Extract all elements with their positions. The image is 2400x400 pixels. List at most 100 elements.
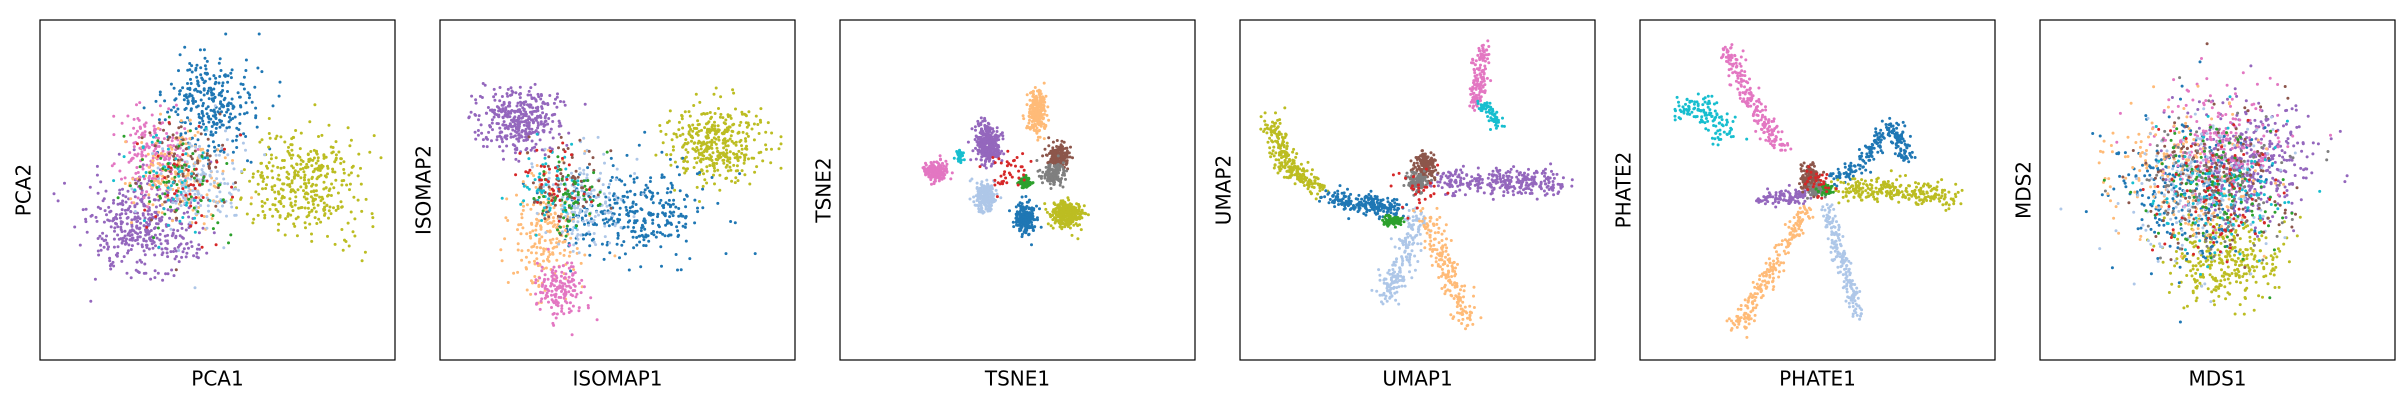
scatter-point xyxy=(715,162,719,165)
scatter-point xyxy=(1025,126,1029,130)
scatter-point xyxy=(172,154,176,158)
scatter-point xyxy=(189,82,193,85)
scatter-point xyxy=(546,122,550,126)
panel-2-frame xyxy=(439,19,796,361)
scatter-point xyxy=(96,205,100,209)
scatter-point xyxy=(364,197,368,201)
scatter-point xyxy=(194,212,198,216)
scatter-point xyxy=(633,219,637,223)
scatter-point xyxy=(584,200,588,204)
scatter-point xyxy=(566,173,570,177)
scatter-point xyxy=(182,247,186,251)
scatter-point xyxy=(322,153,326,157)
scatter-point xyxy=(553,223,557,227)
scatter-point xyxy=(571,249,575,253)
scatter-point xyxy=(205,179,209,183)
scatter-point xyxy=(145,163,149,167)
scatter-point xyxy=(479,123,483,127)
scatter-point xyxy=(484,136,488,140)
scatter-point xyxy=(200,155,204,158)
scatter-point xyxy=(171,180,175,184)
scatter-point xyxy=(259,175,263,179)
scatter-point xyxy=(174,157,178,161)
scatter-point xyxy=(194,100,198,103)
scatter-point xyxy=(583,184,587,188)
scatter-point xyxy=(575,235,579,239)
scatter-point xyxy=(644,194,648,198)
scatter-point xyxy=(245,212,249,216)
scatter-point xyxy=(125,241,128,245)
scatter-point xyxy=(748,182,752,186)
scatter-point xyxy=(620,179,624,183)
scatter-point xyxy=(286,212,290,216)
scatter-point xyxy=(175,183,179,187)
scatter-point xyxy=(609,206,613,210)
scatter-point xyxy=(334,156,338,160)
scatter-point xyxy=(78,243,82,247)
scatter-point xyxy=(570,156,574,159)
scatter-point xyxy=(222,98,226,102)
scatter-point xyxy=(696,206,699,210)
scatter-point xyxy=(556,223,560,227)
scatter-point xyxy=(575,292,579,296)
scatter-point xyxy=(177,249,181,252)
scatter-point xyxy=(281,182,285,186)
scatter-point xyxy=(628,219,632,223)
scatter-point xyxy=(114,221,117,225)
scatter-point xyxy=(681,126,685,130)
scatter-point xyxy=(135,103,138,107)
scatter-point xyxy=(567,290,571,294)
scatter-point xyxy=(548,208,552,212)
scatter-point xyxy=(554,97,557,101)
scatter-point xyxy=(561,230,564,234)
scatter-point xyxy=(487,130,491,134)
scatter-point xyxy=(924,172,928,176)
scatter-point xyxy=(250,196,253,200)
scatter-point xyxy=(325,203,329,207)
scatter-point xyxy=(683,159,687,163)
scatter-point xyxy=(267,161,271,165)
scatter-point xyxy=(142,106,146,110)
scatter-point xyxy=(103,209,107,213)
scatter-point xyxy=(316,175,320,179)
scatter-point xyxy=(379,156,383,160)
scatter-point xyxy=(175,208,178,212)
scatter-point xyxy=(728,137,732,141)
scatter-point xyxy=(538,178,542,182)
scatter-point xyxy=(171,136,175,140)
scatter-point xyxy=(717,135,721,139)
scatter-point xyxy=(145,190,149,194)
scatter-point xyxy=(657,223,660,227)
scatter-point xyxy=(179,119,183,123)
scatter-point xyxy=(536,109,540,113)
scatter-point xyxy=(986,135,990,139)
scatter-point xyxy=(142,249,146,253)
scatter-point xyxy=(531,106,535,110)
scatter-point xyxy=(142,237,146,241)
scatter-point xyxy=(371,216,375,220)
scatter-point xyxy=(535,211,539,215)
scatter-point xyxy=(143,262,147,266)
scatter-point xyxy=(588,244,592,248)
scatter-point xyxy=(211,140,215,144)
scatter-point xyxy=(174,103,178,107)
scatter-point xyxy=(133,204,137,208)
scatter-point xyxy=(188,68,192,72)
scatter-point xyxy=(131,156,134,160)
scatter-point xyxy=(132,117,136,121)
scatter-point xyxy=(715,146,719,150)
scatter-point xyxy=(126,249,130,253)
scatter-point xyxy=(112,237,116,241)
scatter-point xyxy=(102,220,106,224)
scatter-point xyxy=(168,216,172,220)
scatter-point xyxy=(736,159,740,163)
scatter-point xyxy=(728,125,732,129)
scatter-point xyxy=(317,135,320,138)
scatter-point xyxy=(148,131,152,135)
scatter-point xyxy=(526,151,530,155)
scatter-point xyxy=(563,201,567,205)
scatter-point xyxy=(181,194,185,198)
scatter-point xyxy=(164,168,168,172)
scatter-point xyxy=(104,238,108,242)
scatter-point xyxy=(156,126,160,130)
